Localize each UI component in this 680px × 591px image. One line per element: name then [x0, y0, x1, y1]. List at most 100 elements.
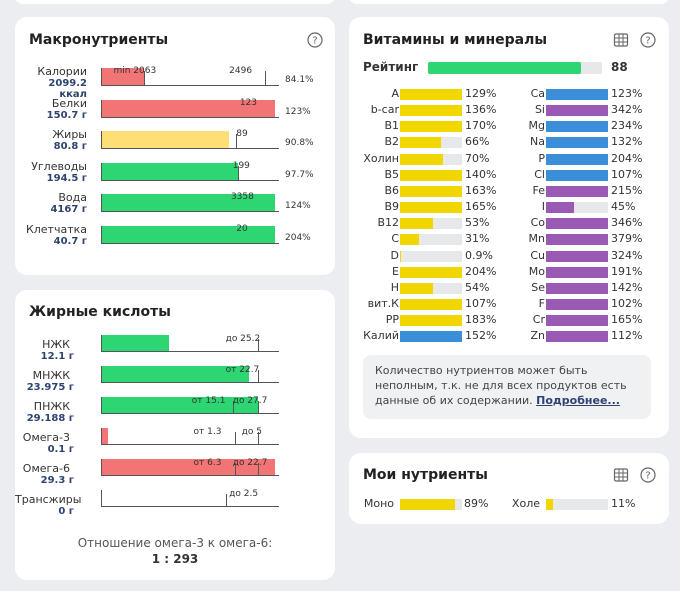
- vitamin-percent: 170%: [465, 119, 497, 133]
- vitamins-title: Витамины и минералы: [363, 32, 547, 48]
- vitamin-percent: 70%: [465, 151, 490, 165]
- vitamin-percent: 204%: [465, 264, 497, 278]
- fatty-tick: [234, 463, 236, 476]
- vitamin-percent: 66%: [465, 135, 490, 149]
- vitamin-percent: 379%: [611, 232, 643, 246]
- vitamin-label: C: [391, 232, 399, 246]
- info-note: Количество нутриентов может быть неполны…: [363, 355, 651, 419]
- macro-baseline: [101, 179, 279, 181]
- more-link[interactable]: Подробнее...: [536, 394, 620, 407]
- vitamin-label: Fe: [532, 183, 546, 197]
- fatty-label: ПНЖК: [33, 400, 70, 413]
- vitamin-fill: [546, 185, 608, 197]
- macro-percent: 124%: [285, 201, 311, 211]
- vitamin-fill: [400, 298, 462, 310]
- macro-bar: [101, 68, 144, 85]
- vitamin-track: [400, 234, 462, 246]
- vitamin-fill: [546, 234, 608, 246]
- macro-bar: [101, 131, 230, 148]
- svg-text:?: ?: [312, 36, 317, 47]
- macro-axis: [101, 99, 102, 118]
- macro-value: 40.7 г: [53, 235, 87, 247]
- fatty-acids-card: Жирные кислоты НЖК 12.1 г до 25.2 МНЖК 23.97…: [15, 290, 335, 580]
- my-nutrient-percent: 11%: [611, 497, 636, 510]
- vitamin-label: Se: [531, 280, 545, 294]
- vitamin-percent: 132%: [611, 135, 643, 149]
- help-icon[interactable]: ?: [640, 467, 656, 487]
- macro-bar-text: 89: [236, 129, 248, 139]
- fatty-baseline: [101, 382, 279, 383]
- fatty-tick: [257, 370, 259, 383]
- fatty-bar: [101, 366, 249, 382]
- vitamin-percent: 324%: [611, 248, 643, 262]
- vitamin-percent: 342%: [611, 103, 643, 117]
- fatty-axis: [101, 490, 102, 507]
- vitamin-label: H: [390, 280, 399, 294]
- vitamin-percent: 0.9%: [465, 248, 493, 262]
- table-icon[interactable]: [613, 467, 629, 487]
- macronutrients-title: Макронутриенты: [29, 32, 169, 48]
- fatty-value: 23.975 г: [26, 382, 74, 393]
- rating-track: [428, 62, 602, 74]
- macro-bar-text: 199: [232, 160, 250, 171]
- fatty-baseline: [101, 475, 279, 476]
- macro-percent: 204%: [285, 232, 311, 243]
- table-icon[interactable]: [613, 32, 629, 52]
- macro-tick: [143, 71, 145, 86]
- vitamin-percent: 165%: [465, 200, 497, 214]
- macro-label: Клетчатка: [25, 222, 87, 236]
- fatty-axis: [101, 335, 102, 352]
- vitamin-label: Mn: [528, 232, 545, 246]
- top-card-right-edge: [349, 0, 669, 4]
- fatty-value: 29.188 г: [26, 413, 74, 424]
- vitamin-fill: [546, 331, 608, 343]
- help-icon[interactable]: ?: [640, 32, 656, 52]
- vitamin-fill: [400, 169, 462, 181]
- macro-label: Жиры: [52, 128, 87, 141]
- macro-percent: 90.8%: [285, 138, 314, 148]
- help-icon[interactable]: ?: [307, 32, 323, 52]
- fatty-tick: [234, 432, 236, 445]
- vitamin-label: Si: [534, 103, 545, 117]
- macro-bar-text: 123: [239, 97, 258, 108]
- macro-tick: [264, 71, 266, 86]
- my-nutrient-label: Моно: [363, 497, 394, 510]
- macro-axis: [101, 194, 102, 212]
- my-nutrient-percent: 89%: [464, 497, 489, 510]
- macro-percent: 97.7%: [285, 169, 314, 180]
- fatty-bar-text: от 22.7: [225, 365, 260, 375]
- vitamin-fill: [546, 202, 574, 214]
- my-nutrient-label: Холе: [511, 497, 540, 510]
- macro-baseline: [101, 85, 279, 86]
- vitamin-percent: 107%: [611, 167, 643, 181]
- vitamin-label: B5: [384, 167, 399, 181]
- vitamin-fill: [400, 202, 462, 214]
- vitamin-percent: 204%: [611, 151, 643, 165]
- vitamin-fill: [400, 137, 441, 149]
- vitamin-label: Cu: [530, 248, 545, 262]
- vitamin-fill: [400, 250, 401, 262]
- svg-text:?: ?: [645, 36, 650, 47]
- rating-fill: [428, 62, 582, 74]
- fatty-bar: [101, 397, 258, 413]
- vitamin-fill: [546, 153, 608, 165]
- top-card-left-edge: [15, 0, 335, 4]
- vitamin-fill: [546, 315, 608, 327]
- vitamin-label: E: [392, 264, 399, 278]
- vitamin-percent: 234%: [611, 119, 643, 133]
- vitamin-fill: [400, 153, 444, 165]
- macro-value: 80.8 г: [53, 141, 87, 152]
- vitamin-percent: 163%: [465, 183, 497, 197]
- vitamin-fill: [400, 121, 462, 133]
- vitamin-fill: [546, 137, 608, 149]
- macro-baseline: [101, 116, 279, 118]
- my-nutrient-track: [546, 499, 608, 510]
- fatty-tick: [257, 401, 259, 414]
- vitamin-label: Na: [530, 135, 545, 149]
- vitamin-label: B12: [377, 216, 399, 230]
- fatty-label: МНЖК: [32, 369, 70, 382]
- fatty-bar-text: до 22.7: [232, 458, 268, 468]
- vitamin-label: вит.К: [367, 296, 399, 310]
- fatty-value: 0 г: [58, 506, 74, 517]
- vitamin-percent: 215%: [611, 183, 643, 197]
